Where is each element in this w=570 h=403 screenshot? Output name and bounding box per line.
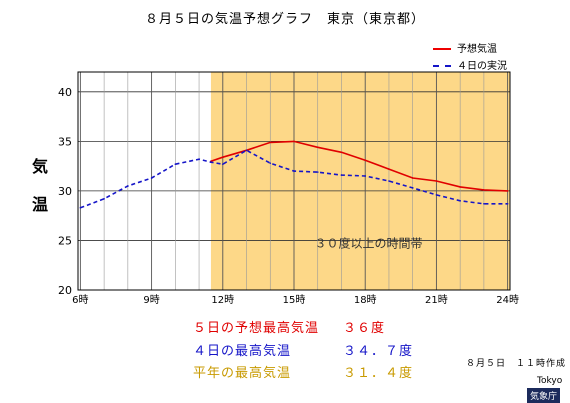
observed-line <box>80 149 508 209</box>
stat-normal-max-value: ３１．４度 <box>343 366 414 381</box>
observed-point <box>127 185 129 187</box>
y-tick-label: 25 <box>58 234 72 247</box>
highlight-band <box>210 72 510 290</box>
stat-yesterday-max-label: ４日の最高気温 <box>193 344 292 359</box>
x-tick-label: 15時 <box>283 294 306 306</box>
forecast-point <box>506 190 509 192</box>
stat-forecast-max-label: ５日の予想最高気温 <box>193 321 320 336</box>
observed-point <box>79 206 82 209</box>
observed-point <box>210 161 212 163</box>
observed-point <box>269 162 272 164</box>
forecast-point <box>435 180 438 182</box>
observed-point <box>411 187 414 189</box>
legend-item-observed: ４日の実況 <box>433 57 507 72</box>
stat-yesterday-max: ４日の最高気温 ３４．７度 <box>193 340 413 359</box>
x-tick-label: 6時 <box>72 294 88 306</box>
legend-swatch-observed <box>433 65 451 67</box>
observed-point <box>340 174 343 176</box>
observed-point <box>198 158 200 160</box>
forecast-point <box>316 146 319 149</box>
stat-normal-max-label: 平年の最高気温 <box>193 366 292 381</box>
x-tick-label: 12時 <box>211 294 234 306</box>
forecast-point <box>483 189 485 191</box>
observed-point <box>293 170 295 172</box>
observed-point <box>245 149 248 152</box>
credit-agency-logo: 気象庁 <box>527 388 561 403</box>
y-axis-label: 気温 <box>32 157 49 214</box>
observed-point <box>174 163 177 165</box>
stat-normal-max: 平年の最高気温 ３１．４度 <box>193 362 413 381</box>
legend-item-forecast: 予想気温 <box>433 40 497 55</box>
observed-point <box>506 202 509 205</box>
forecast-point <box>269 141 272 144</box>
legend-label-forecast: 予想気温 <box>457 44 497 55</box>
forecast-point <box>340 151 343 154</box>
observed-point <box>435 194 438 196</box>
legend-label-observed: ４日の実況 <box>457 61 507 72</box>
x-tick-label: 9時 <box>143 294 159 306</box>
y-tick-label: 35 <box>58 135 72 148</box>
forecast-point <box>388 168 390 170</box>
observed-point <box>459 200 461 202</box>
observed-point <box>483 202 485 205</box>
forecast-line <box>210 140 508 192</box>
credit-city: Tokyo <box>537 376 563 386</box>
observed-point <box>221 163 224 165</box>
stat-yesterday-max-value: ３４．７度 <box>343 344 414 359</box>
forecast-point <box>293 140 295 143</box>
forecast-point <box>221 156 224 159</box>
observed-point <box>388 180 390 182</box>
stat-forecast-max: ５日の予想最高気温 ３６度 <box>193 317 385 336</box>
observed-point <box>103 198 105 200</box>
y-tick-label: 30 <box>58 185 72 198</box>
x-tick-label: 24時 <box>496 294 519 306</box>
forecast-point <box>459 186 461 188</box>
x-tick-label: 21時 <box>425 294 448 306</box>
observed-point <box>150 177 153 179</box>
x-tick-label: 18時 <box>354 294 377 306</box>
observed-point <box>364 175 367 177</box>
y-tick-label: 20 <box>58 284 72 297</box>
issued-time: ８月５日 １１時作成 <box>466 359 567 369</box>
observed-point <box>316 171 319 173</box>
highlight-label: ３０度以上の時間帯 <box>314 235 422 250</box>
forecast-point <box>411 177 414 179</box>
legend-swatch-forecast <box>433 48 451 50</box>
y-tick-label: 40 <box>58 86 72 99</box>
forecast-point <box>364 159 367 161</box>
chart-title: ８月５日の気温予想グラフ 東京（東京都） <box>144 12 425 27</box>
stat-forecast-max-value: ３６度 <box>343 321 386 336</box>
plot-frame <box>77 71 511 291</box>
